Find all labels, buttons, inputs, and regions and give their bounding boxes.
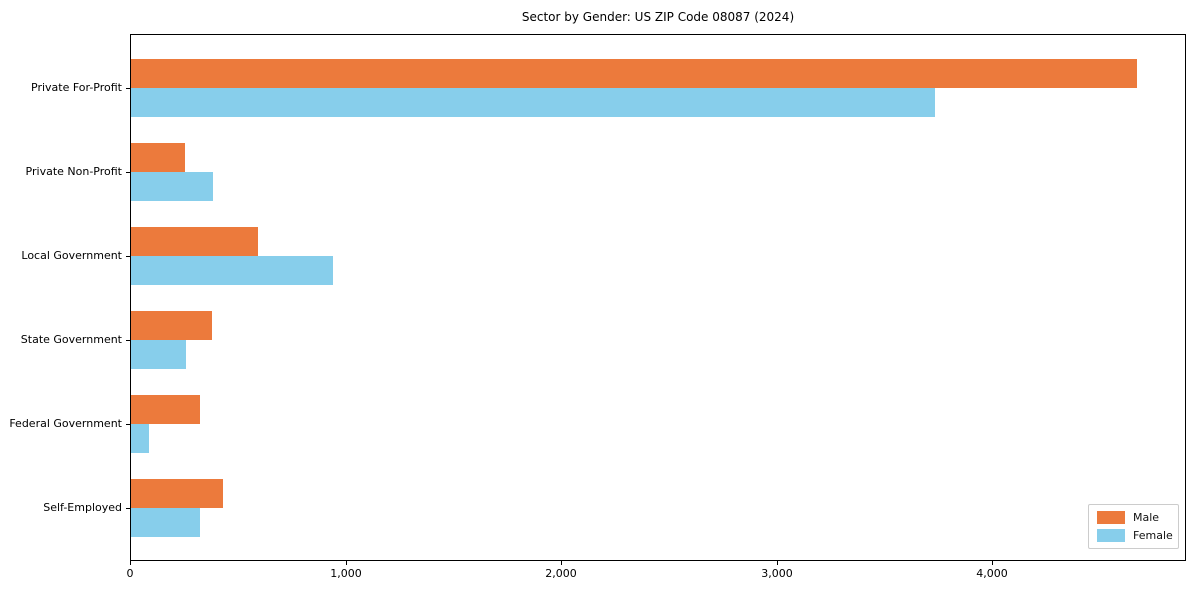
bar-male-2	[131, 227, 258, 256]
bar-female-3	[131, 340, 186, 369]
x-tick-mark	[992, 561, 993, 565]
x-tick-mark	[130, 561, 131, 565]
x-tick-mark	[346, 561, 347, 565]
x-tick-label: 4,000	[976, 567, 1008, 580]
legend-swatch-female	[1097, 529, 1125, 542]
bar-male-0	[131, 59, 1137, 88]
x-tick-label: 0	[126, 567, 134, 580]
legend-item-male: Male	[1097, 511, 1170, 524]
y-tick-mark	[126, 88, 130, 89]
y-axis-label: Local Government	[21, 249, 122, 262]
bar-female-4	[131, 424, 149, 453]
y-tick-mark	[126, 424, 130, 425]
bar-female-0	[131, 88, 935, 117]
y-axis-label: State Government	[20, 333, 122, 346]
bar-male-4	[131, 395, 200, 424]
legend: Male Female	[1088, 504, 1179, 549]
y-tick-mark	[126, 340, 130, 341]
bar-female-5	[131, 508, 200, 537]
legend-label-male: Male	[1133, 511, 1160, 524]
x-tick-mark	[777, 561, 778, 565]
bar-female-2	[131, 256, 333, 285]
y-axis-label: Self-Employed	[43, 501, 122, 514]
y-tick-mark	[126, 508, 130, 509]
x-tick-label: 1,000	[330, 567, 362, 580]
x-tick-label: 2,000	[545, 567, 577, 580]
legend-label-female: Female	[1133, 529, 1173, 542]
bar-male-1	[131, 143, 185, 172]
chart-title: Sector by Gender: US ZIP Code 08087 (202…	[521, 10, 795, 24]
y-tick-mark	[126, 172, 130, 173]
bar-male-5	[131, 479, 223, 508]
y-axis-label: Private Non-Profit	[25, 165, 122, 178]
y-axis-label: Private For-Profit	[31, 81, 122, 94]
legend-item-female: Female	[1097, 529, 1173, 542]
y-tick-mark	[126, 256, 130, 257]
bar-female-1	[131, 172, 213, 201]
legend-swatch-male	[1097, 511, 1125, 524]
x-tick-mark	[561, 561, 562, 565]
plot-area	[130, 34, 1186, 561]
bar-male-3	[131, 311, 212, 340]
x-tick-label: 3,000	[761, 567, 793, 580]
y-axis-label: Federal Government	[9, 417, 122, 430]
